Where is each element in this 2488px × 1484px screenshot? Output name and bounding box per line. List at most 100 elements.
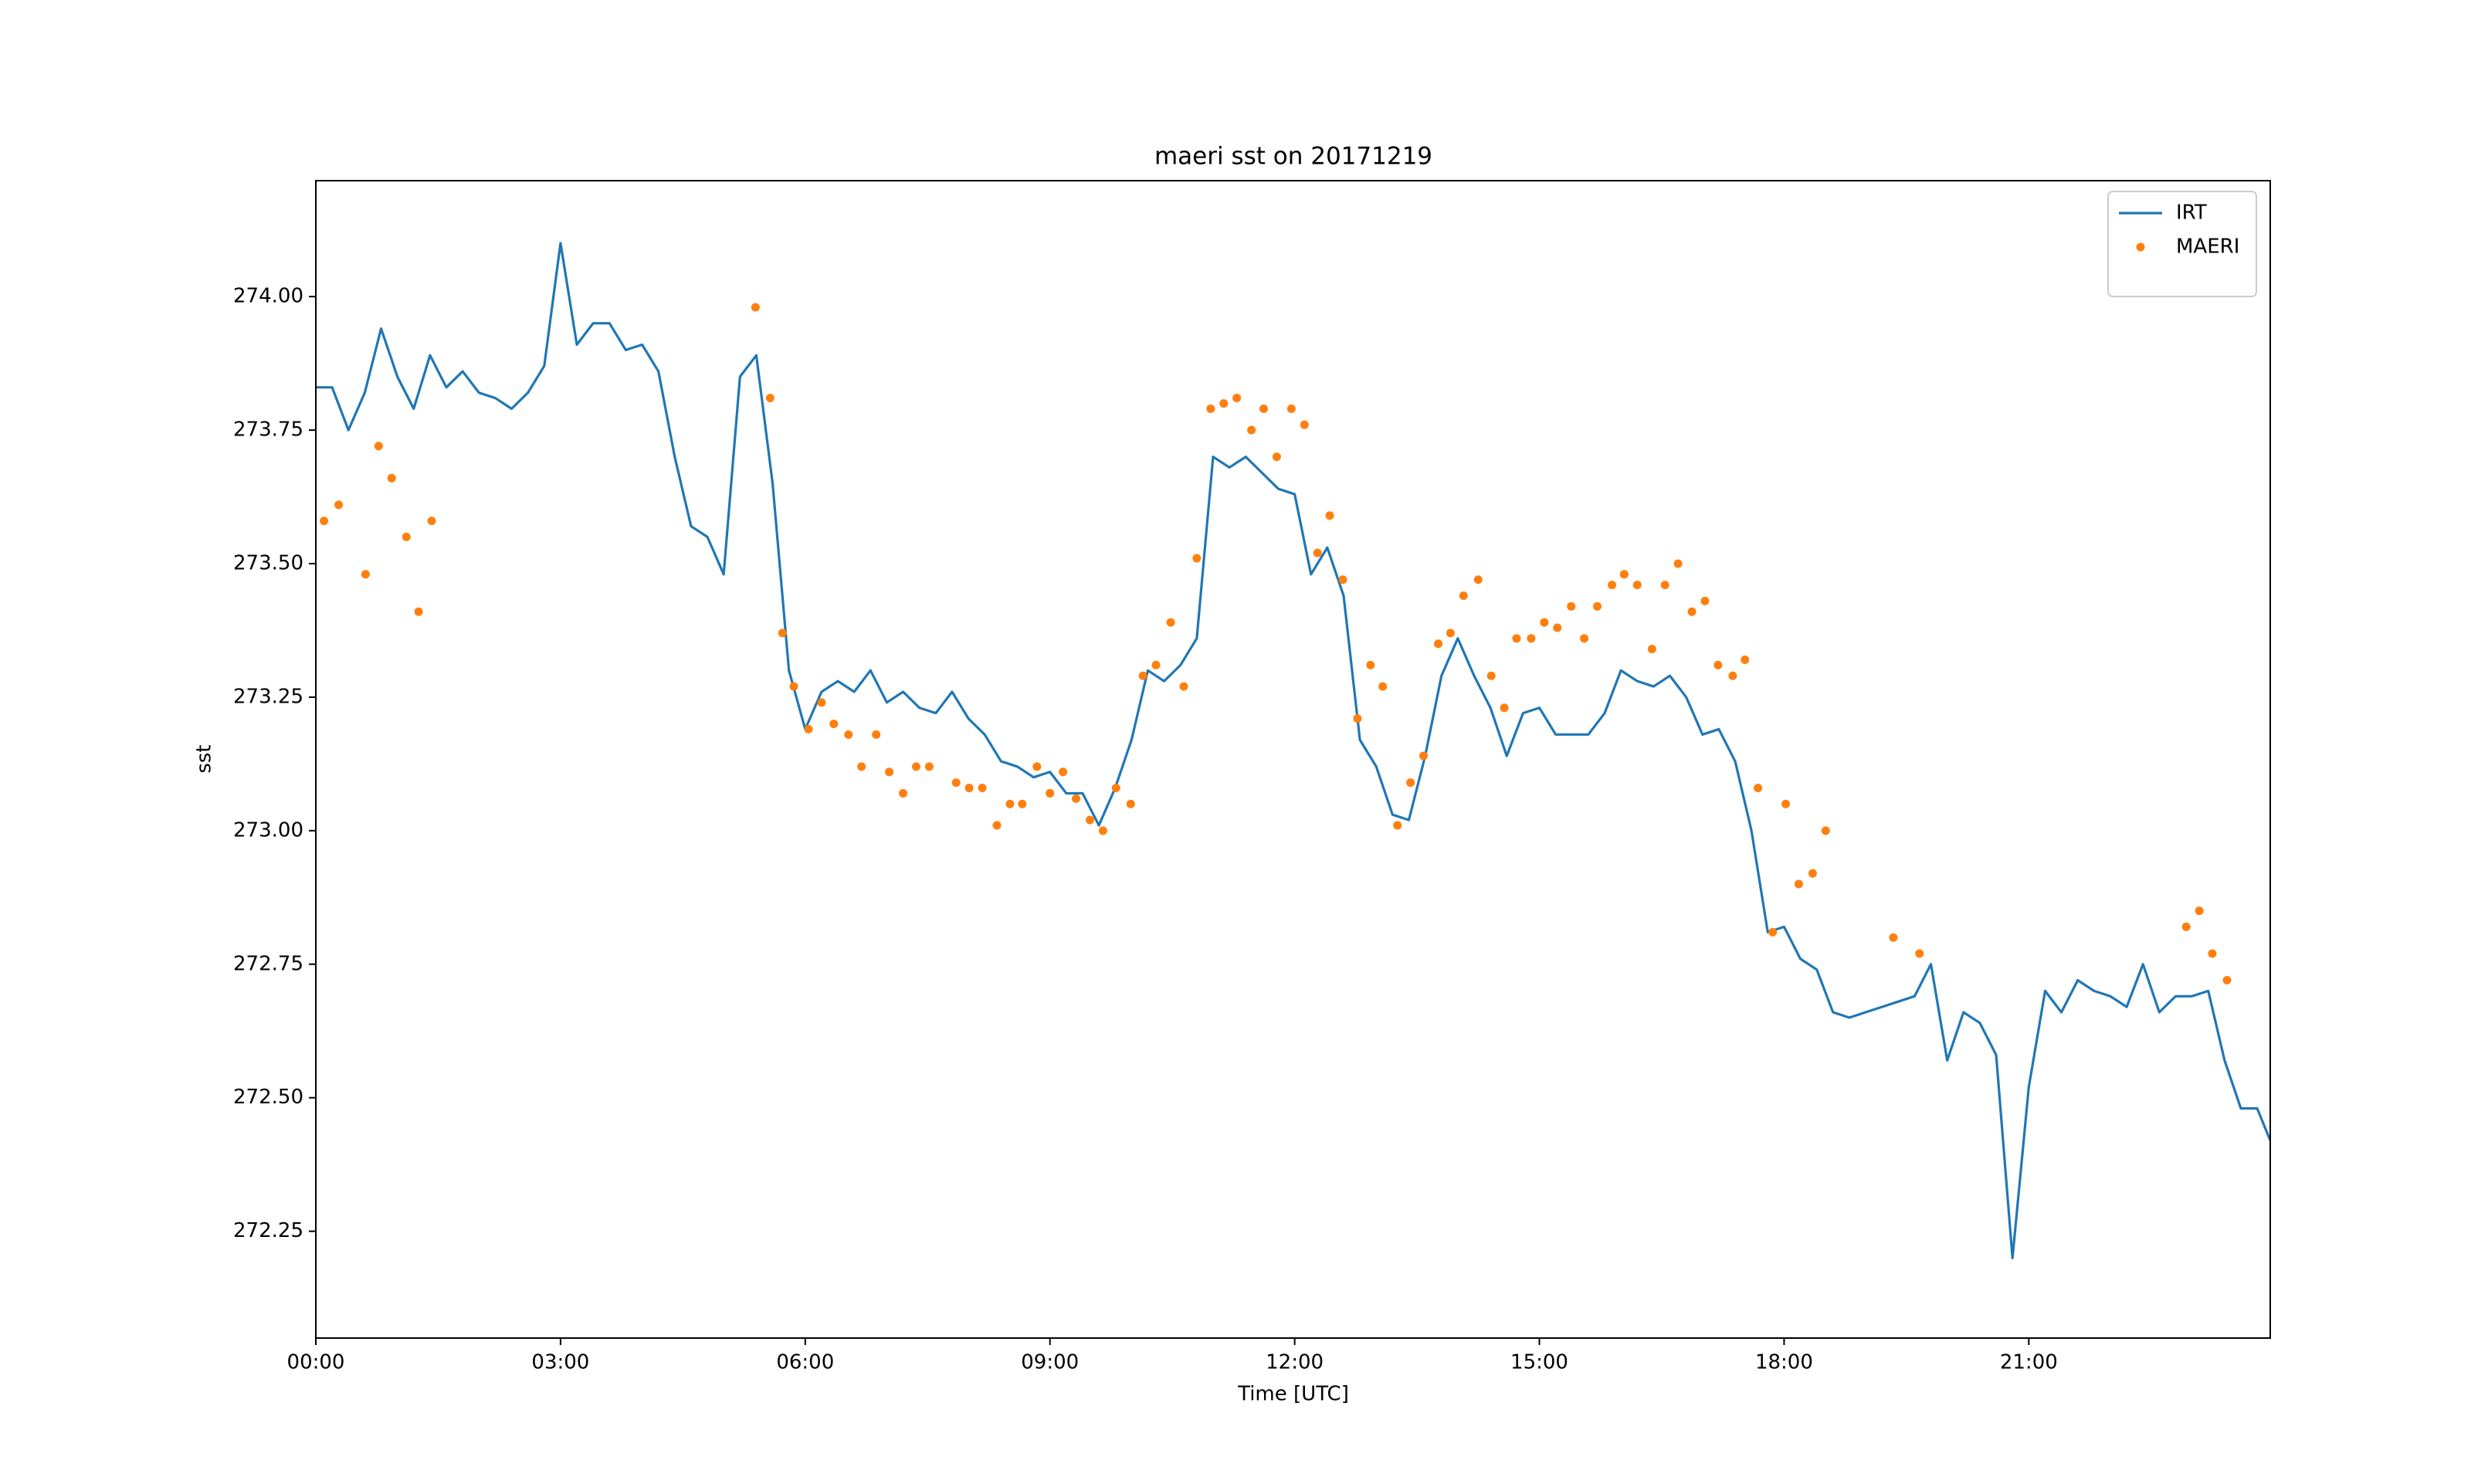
data-point — [1325, 511, 1334, 520]
data-point — [1032, 762, 1042, 771]
data-point — [1072, 794, 1081, 803]
data-point — [872, 730, 881, 739]
data-point — [992, 821, 1002, 830]
data-point — [804, 724, 813, 734]
y-tick-label: 274.00 — [233, 285, 303, 308]
data-point — [1005, 799, 1015, 808]
y-axis-label: sst — [193, 744, 216, 773]
data-point — [1741, 655, 1750, 664]
data-point — [778, 628, 787, 638]
data-point — [1272, 452, 1281, 462]
data-point — [1473, 575, 1483, 584]
data-point — [1687, 607, 1697, 616]
data-point — [1673, 559, 1683, 568]
data-point — [1046, 788, 1055, 798]
data-point — [1580, 634, 1589, 643]
y-tick-label: 273.25 — [233, 685, 303, 708]
data-point — [1459, 591, 1468, 600]
data-point — [857, 762, 866, 771]
data-point — [1353, 714, 1362, 723]
data-point — [1393, 821, 1402, 830]
data-point — [1713, 660, 1723, 669]
legend-marker — [2136, 242, 2145, 252]
data-point — [1018, 799, 1027, 808]
data-point — [1313, 548, 1322, 557]
data-point — [911, 762, 920, 771]
data-point — [1512, 634, 1521, 643]
data-point — [1098, 826, 1107, 835]
y-tick-label: 273.00 — [233, 818, 303, 842]
data-point — [1085, 815, 1094, 825]
data-point — [885, 767, 894, 777]
legend-box — [2107, 191, 2257, 297]
data-point — [899, 788, 908, 798]
data-point — [320, 517, 329, 526]
data-point — [829, 719, 839, 728]
data-point — [1259, 404, 1268, 413]
data-point — [1151, 660, 1161, 669]
data-point — [374, 442, 383, 451]
data-point — [334, 500, 344, 510]
data-line — [316, 242, 2270, 1259]
data-point — [427, 517, 436, 526]
x-tick-label: 18:00 — [1755, 1351, 1813, 1374]
data-point — [1486, 671, 1496, 680]
data-point — [1111, 784, 1120, 793]
data-point — [1889, 933, 1898, 942]
data-point — [1446, 628, 1455, 638]
y-tick-label: 272.25 — [233, 1219, 303, 1242]
data-point — [817, 698, 826, 707]
plot-frame — [315, 180, 2271, 1339]
data-point — [1300, 420, 1309, 429]
data-point — [1232, 394, 1242, 403]
data-point — [1808, 869, 1817, 878]
data-point — [844, 730, 853, 739]
data-point — [1915, 949, 1924, 958]
data-point — [1527, 634, 1536, 643]
plot-area — [316, 242, 2270, 1259]
data-point — [1406, 778, 1415, 788]
data-point — [1059, 767, 1068, 777]
data-point — [1206, 404, 1215, 413]
x-tick-label: 06:00 — [776, 1351, 834, 1374]
data-point — [1179, 682, 1188, 691]
data-point — [1781, 799, 1791, 808]
data-point — [1660, 581, 1669, 590]
data-point — [1700, 596, 1710, 605]
data-point — [1553, 623, 1562, 632]
x-tick-label: 09:00 — [1021, 1351, 1079, 1374]
x-tick-label: 12:00 — [1266, 1351, 1324, 1374]
data-point — [1192, 554, 1202, 563]
data-point — [2222, 976, 2232, 985]
data-point — [1286, 404, 1296, 413]
legend-label: MAERI — [2176, 235, 2239, 259]
x-tick-label: 21:00 — [2000, 1351, 2058, 1374]
data-point — [1219, 398, 1229, 408]
data-point — [1138, 671, 1147, 680]
data-point — [1647, 645, 1656, 654]
data-point — [387, 473, 396, 483]
data-point — [1619, 570, 1629, 579]
data-point — [765, 394, 775, 403]
data-point — [924, 762, 934, 771]
data-point — [1500, 703, 1509, 713]
data-point — [1419, 751, 1429, 761]
data-point — [1768, 927, 1778, 937]
y-tick-label: 272.50 — [233, 1086, 303, 1109]
data-point — [1632, 581, 1642, 590]
data-point — [978, 784, 987, 793]
data-point — [1593, 601, 1602, 611]
data-point — [751, 303, 760, 312]
x-tick-label: 00:00 — [287, 1351, 345, 1374]
data-point — [1608, 581, 1617, 590]
y-tick-label: 273.75 — [233, 418, 303, 442]
data-point — [361, 570, 370, 579]
data-point — [414, 607, 423, 616]
data-point — [1166, 618, 1175, 627]
data-point — [1567, 601, 1576, 611]
data-point — [1728, 671, 1737, 680]
data-point — [1540, 618, 1549, 627]
